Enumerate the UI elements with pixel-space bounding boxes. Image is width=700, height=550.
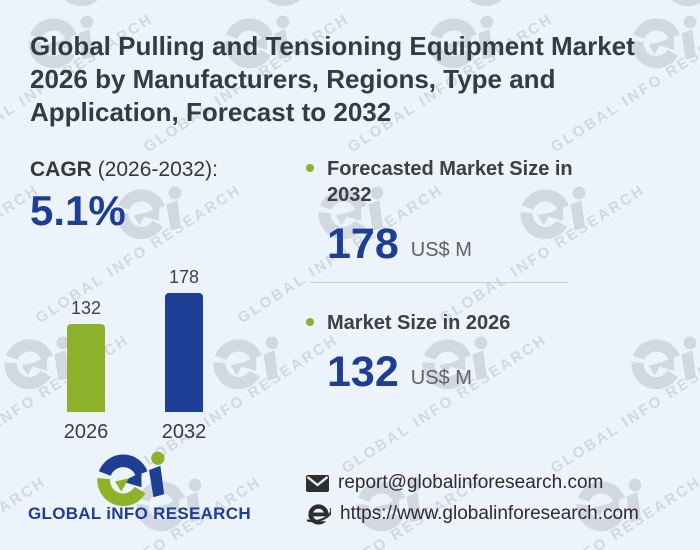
stat-unit: US$ M [410,239,472,261]
divider [310,282,568,283]
logo-wordmark: GLOBAL iNFO RESEARCH [28,504,251,523]
stat-label: Market Size in 2026 [327,310,510,336]
browser-icon [306,504,331,525]
axis-label-2032: 2032 [161,421,207,443]
stat-label-line-1: Market Size in 2026 [327,312,511,334]
cagr-label-row: CAGR (2026-2032): [30,158,218,182]
stat-label-line-1: Forecasted Market Size in [327,158,573,180]
stat-unit: US$ M [410,367,472,389]
cagr-range: (2026-2032): [97,158,218,181]
stat-value: 132 [327,348,399,396]
cagr-value: 5.1% [30,187,126,234]
bar-2026 [67,323,105,412]
gi-logo-watermark-icon [631,336,697,390]
stat-value-row: 132 US$ M [327,351,586,394]
email-link[interactable]: report@globalinforesearch.com [306,472,603,494]
stat-heading-row: Forecasted Market Size in 2032 [306,156,586,208]
title-line-2: 2026 by Manufacturers, Regions, Type and [30,64,556,94]
website-link[interactable]: https://www.globalinforesearch.com [306,501,639,526]
title-line-3: Application, Forecast to 2032 [30,97,392,127]
bar-2032 [165,292,203,412]
cagr-label: CAGR [30,158,92,181]
gi-logo-watermark-icon [671,0,700,7]
stat-forecasted-market-size: Forecasted Market Size in 2032 178 US$ M [306,156,586,266]
bar-chart: 132 178 2026 2032 [30,266,270,446]
gi-logo-icon [97,451,165,507]
title-line-1: Global Pulling and Tensioning Equipment … [30,31,635,61]
gi-logo-watermark-icon [469,0,502,7]
stat-value: 178 [327,220,399,268]
gi-logo-watermark-icon [267,0,300,7]
stat-heading-row: Market Size in 2026 [306,310,586,336]
stat-market-size-2026: Market Size in 2026 132 US$ M [306,310,586,394]
stat-value-row: 178 US$ M [327,223,586,266]
envelope-icon [306,474,329,492]
bullet-icon [306,164,314,172]
stat-label: Forecasted Market Size in 2032 [327,156,573,208]
bullet-icon [306,318,314,326]
axis-label-2026: 2026 [63,421,109,443]
stat-label-line-2: 2032 [327,184,372,206]
email-text: report@globalinforesearch.com [338,472,604,493]
bar-value-label-2032: 178 [168,266,200,287]
page-title: Global Pulling and Tensioning Equipment … [30,30,678,129]
gi-logo-watermark-icon [65,0,98,7]
website-text: https://www.globalinforesearch.com [340,502,639,524]
cagr-block: CAGR (2026-2032): 5.1% [30,158,218,232]
bar-value-label-2026: 132 [70,297,102,318]
